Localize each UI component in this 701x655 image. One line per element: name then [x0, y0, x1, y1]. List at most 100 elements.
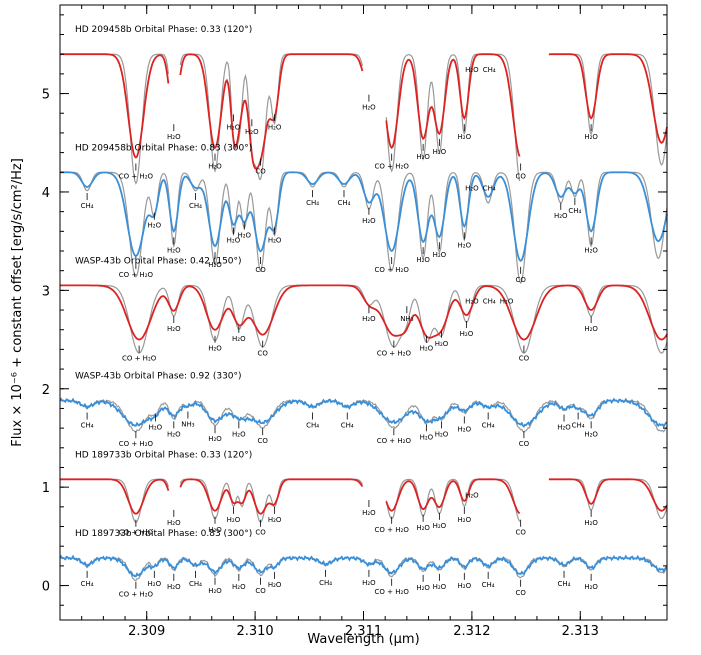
- extra-line-label: H₂O: [465, 66, 479, 74]
- line-label: CO: [519, 440, 530, 448]
- spectrum-panel: [60, 53, 668, 185]
- x-axis-title: Wavelength (μm): [307, 632, 419, 647]
- line-label: H₂O: [167, 583, 181, 591]
- line-label: H₂O: [227, 516, 241, 524]
- line-label: H₂O: [268, 236, 282, 244]
- line-label: H₂O: [232, 583, 246, 591]
- line-label: H₂O: [416, 584, 430, 592]
- line-label: CO + H₂O: [119, 271, 154, 279]
- model-spectrum-line: [60, 53, 668, 185]
- y-tick-label: 4: [42, 186, 50, 201]
- line-label: H₂O: [458, 241, 472, 249]
- line-label: CH₄: [558, 580, 571, 588]
- line-label: H₂O: [584, 519, 598, 527]
- line-label: H₂O: [362, 509, 376, 517]
- spectrum-panel: [60, 478, 668, 524]
- panel-title: HD 189733b Orbital Phase: 0.33 (120°): [75, 450, 252, 460]
- line-label: H₂O: [227, 236, 241, 244]
- line-label: CH₄: [341, 421, 354, 429]
- line-label: NH₃: [181, 420, 195, 428]
- line-label: CO: [515, 589, 526, 597]
- extra-line-label: H₂O: [465, 491, 479, 499]
- panel-title: HD 209458b Orbital Phase: 0.33 (120°): [75, 25, 252, 35]
- line-label: H₂O: [458, 133, 472, 141]
- line-label: H₂O: [416, 256, 430, 264]
- line-label: H₂O: [149, 423, 163, 431]
- extra-line-label: H₂O: [465, 297, 479, 305]
- extra-line-label: CH₄: [483, 297, 496, 305]
- line-label: H₂O: [433, 583, 447, 591]
- x-tick-label: 2.309: [128, 624, 165, 639]
- x-tick-label: 2.310: [236, 624, 273, 639]
- observed-spectrum-line: [59, 397, 668, 429]
- line-label: H₂O: [268, 123, 282, 131]
- line-label: CO: [515, 529, 526, 537]
- line-label: H₂O: [420, 345, 434, 353]
- line-annotations: HD 209458b Orbital Phase: 0.33 (120°) CO …: [75, 25, 598, 599]
- line-label: H₂O: [416, 153, 430, 161]
- line-label: H₂O: [435, 340, 449, 348]
- line-label: CH₄: [189, 202, 202, 210]
- line-label: H₂O: [237, 232, 251, 240]
- x-tick-label: 2.313: [562, 624, 599, 639]
- line-label: H₂O: [167, 519, 181, 527]
- panel-title: HD 189733b Orbital Phase: 0.83 (300°): [75, 529, 252, 539]
- line-label: H₂O: [584, 246, 598, 254]
- observed-spectrum-line: [60, 284, 668, 341]
- line-label: H₂O: [208, 587, 222, 595]
- line-label: H₂O: [584, 583, 598, 591]
- line-label: CH₄: [338, 199, 351, 207]
- line-label: CO + H₂O: [122, 355, 157, 363]
- line-label: H₂O: [227, 123, 241, 131]
- extra-line-label: CH₄: [483, 184, 496, 192]
- line-label: CO: [515, 173, 526, 181]
- observed-spectrum-line: [60, 53, 668, 170]
- spectrum-panel: [59, 554, 668, 582]
- observed-spectrum-line: [60, 478, 668, 515]
- line-label: H₂O: [208, 163, 222, 171]
- line-label: CH₄: [572, 421, 585, 429]
- panel-title: WASP-43b Orbital Phase: 0.92 (330°): [75, 372, 242, 382]
- line-label: CO + H₂O: [375, 163, 410, 171]
- line-label: H₂O: [362, 217, 376, 225]
- line-label: CO + H₂O: [375, 588, 410, 596]
- line-label: CO: [255, 168, 266, 176]
- extra-line-label: CH₄: [483, 66, 496, 74]
- line-label: H₂O: [148, 580, 162, 588]
- extra-line-label: H₂O: [500, 297, 514, 305]
- line-label: CH₄: [482, 421, 495, 429]
- x-tick-label: 2.311: [345, 624, 382, 639]
- panel-title: HD 209458b Orbital Phase: 0.83 (300°): [75, 143, 252, 153]
- line-label: CO + H₂O: [119, 591, 154, 599]
- spectrum-panel: [60, 284, 668, 354]
- line-label: H₂O: [208, 526, 222, 534]
- line-label: H₂O: [208, 345, 222, 353]
- line-label: CO + H₂O: [119, 173, 154, 181]
- line-label: CO: [257, 437, 268, 445]
- line-label: H₂O: [554, 212, 568, 220]
- line-label: CO: [257, 350, 268, 358]
- line-label: CH₄: [81, 202, 94, 210]
- line-label: H₂O: [268, 581, 282, 589]
- line-label: CH₄: [319, 579, 332, 587]
- line-label: H₂O: [362, 315, 376, 323]
- line-label: H₂O: [208, 435, 222, 443]
- line-label: H₂O: [167, 430, 181, 438]
- line-label: NH₃: [400, 315, 414, 323]
- line-label: CO: [515, 276, 526, 284]
- spectra-panels: [59, 53, 668, 582]
- observed-spectrum-line: [59, 554, 668, 578]
- line-label: CO: [255, 529, 266, 537]
- spectrum-panel: [59, 397, 668, 434]
- line-label: H₂O: [433, 522, 447, 530]
- line-label: H₂O: [435, 430, 449, 438]
- line-label: CO + H₂O: [377, 350, 412, 358]
- line-label: H₂O: [458, 582, 472, 590]
- line-label: H₂O: [208, 261, 222, 269]
- extra-line-label: H₂O: [465, 184, 479, 192]
- line-label: CO + H₂O: [377, 437, 412, 445]
- line-label: H₂O: [420, 433, 434, 441]
- line-label: CH₄: [306, 199, 319, 207]
- line-label: H₂O: [167, 325, 181, 333]
